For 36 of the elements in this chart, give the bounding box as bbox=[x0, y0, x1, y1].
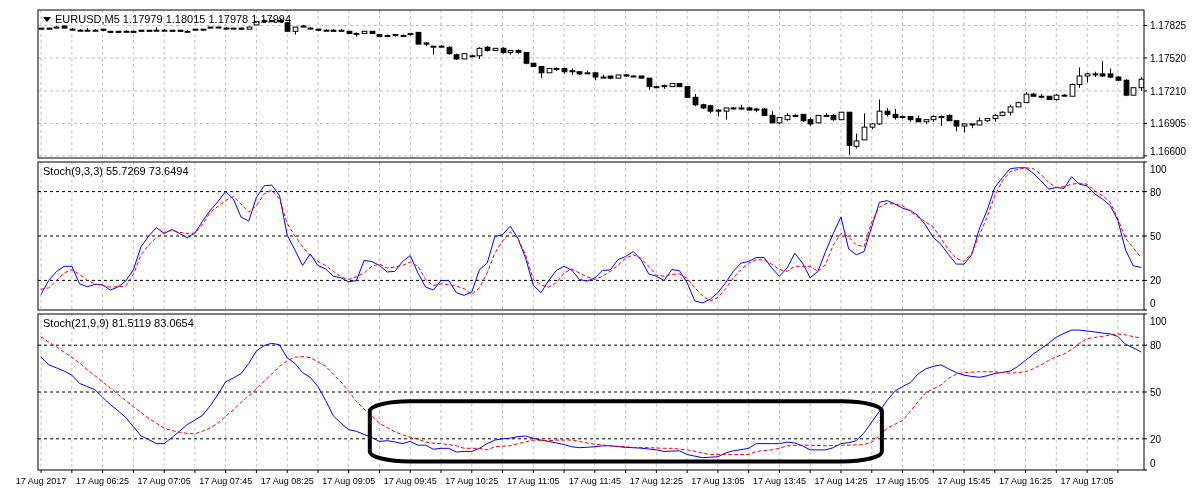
y-tick-label: 20 bbox=[1150, 433, 1162, 445]
x-tick-label: 17 Aug 16:25 bbox=[999, 476, 1053, 486]
y-tick-label: 0 bbox=[1150, 298, 1156, 309]
x-tick-label: 17 Aug 08:25 bbox=[260, 476, 314, 486]
y-tick-label: 1.17825 bbox=[1150, 20, 1187, 32]
y-tick-label: 80 bbox=[1150, 340, 1162, 352]
x-tick-label: 17 Aug 13:45 bbox=[752, 476, 806, 486]
chart-title: Stoch(21,9,9) 81.5119 83.0654 bbox=[43, 317, 194, 329]
y-tick-label: 1.16905 bbox=[1150, 118, 1187, 130]
x-tick-label: 17 Aug 11:45 bbox=[568, 476, 622, 486]
x-tick-label: 17 Aug 14:25 bbox=[814, 476, 868, 486]
y-tick-label: 20 bbox=[1150, 275, 1162, 287]
x-tick-label: 17 Aug 17:05 bbox=[1060, 476, 1114, 486]
x-tick-label: 17 Aug 06:25 bbox=[76, 476, 130, 486]
chart-title: Stoch(9,3,3) 55.7269 73.6494 bbox=[43, 165, 189, 177]
x-tick-label: 17 Aug 12:25 bbox=[629, 476, 683, 486]
y-tick-label: 1.17520 bbox=[1150, 52, 1187, 64]
x-tick-label: 17 Aug 07:45 bbox=[199, 476, 253, 486]
y-tick-label: 100 bbox=[1150, 316, 1168, 327]
y-tick-label: 1.17210 bbox=[1150, 85, 1187, 97]
x-tick-label: 17 Aug 11:05 bbox=[507, 476, 560, 486]
x-tick-label: 17 Aug 2017 bbox=[15, 476, 67, 486]
y-tick-label: 80 bbox=[1150, 186, 1162, 198]
y-tick-label: 100 bbox=[1150, 164, 1168, 175]
x-tick-label: 17 Aug 07:05 bbox=[137, 476, 191, 486]
x-tick-label: 17 Aug 15:45 bbox=[937, 476, 991, 486]
y-tick-label: 50 bbox=[1150, 231, 1162, 242]
x-tick-label: 17 Aug 13:05 bbox=[691, 476, 745, 486]
y-tick-label: 50 bbox=[1150, 387, 1162, 398]
x-tick-label: 17 Aug 09:05 bbox=[322, 476, 376, 486]
x-tick-label: 17 Aug 09:45 bbox=[383, 476, 437, 486]
y-tick-label: 0 bbox=[1150, 458, 1156, 469]
y-tick-label: 1.16600 bbox=[1150, 146, 1187, 157]
chart-title: EURUSD,M5 1.17979 1.18015 1.17978 1.17994 bbox=[55, 13, 292, 25]
x-tick-label: 17 Aug 15:05 bbox=[875, 476, 930, 486]
x-tick-label: 17 Aug 10:25 bbox=[445, 476, 499, 486]
